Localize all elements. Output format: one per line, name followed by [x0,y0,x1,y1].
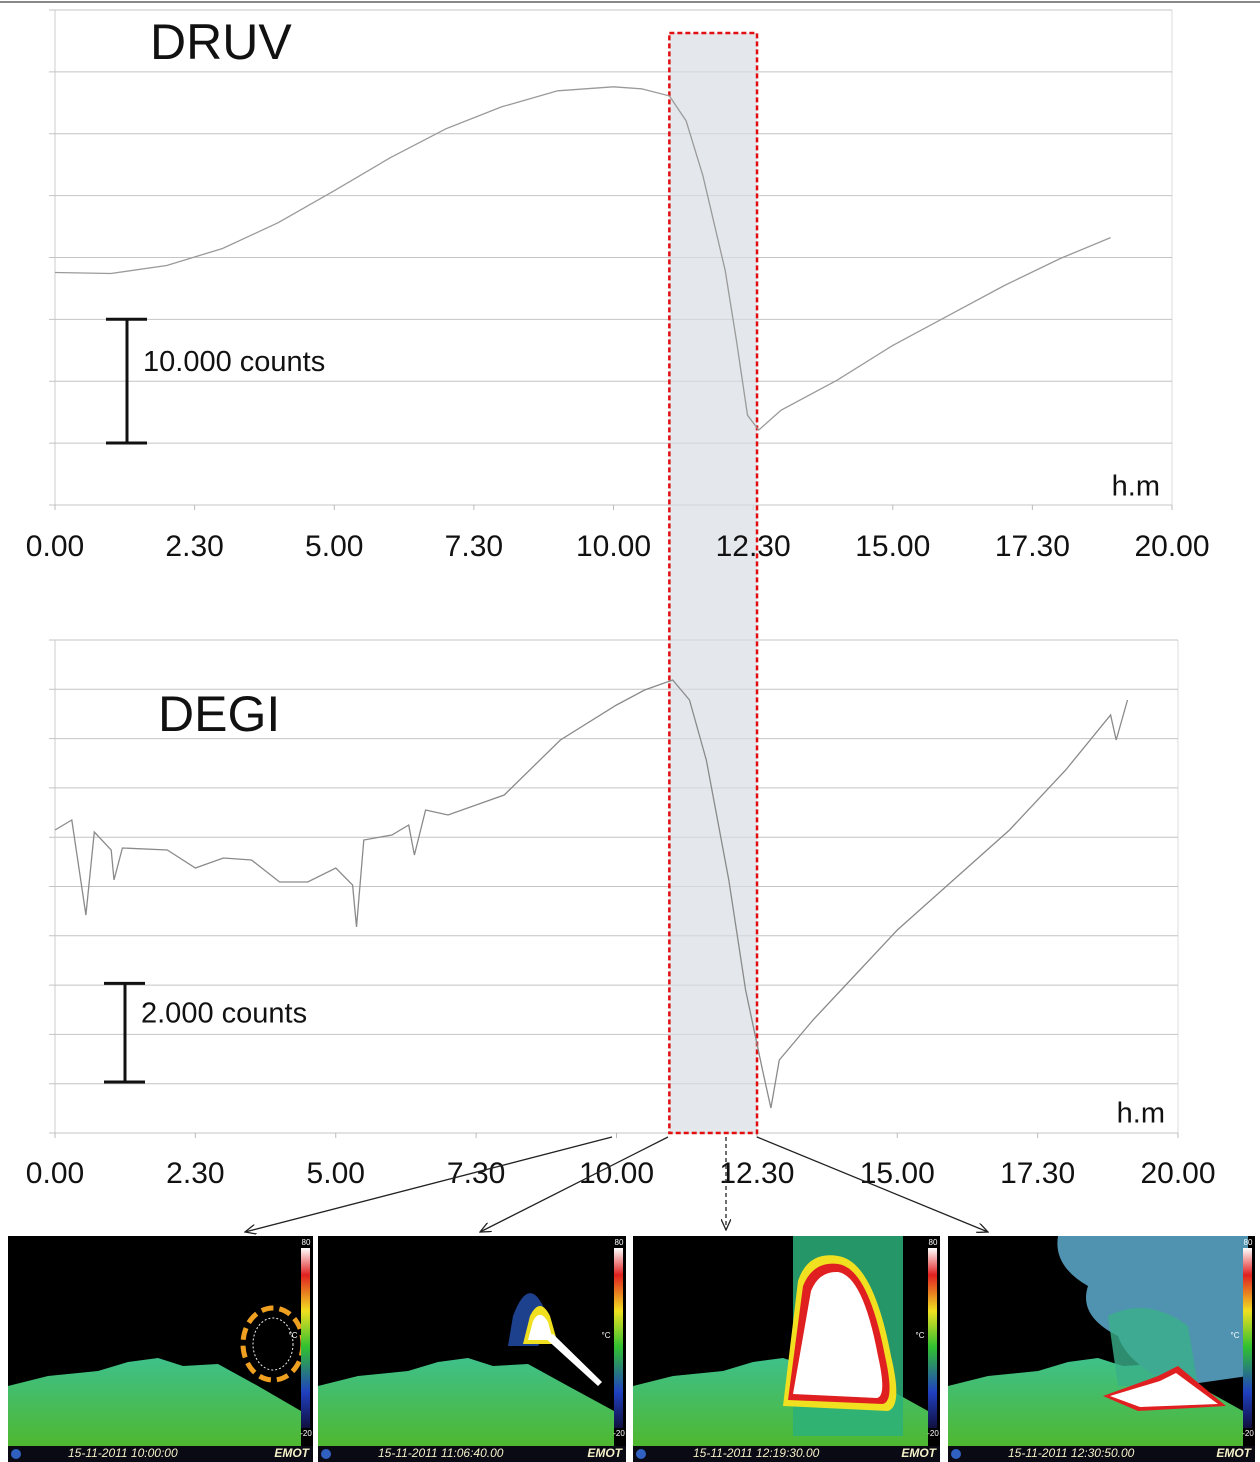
colorbar-min: -20 [300,1429,312,1438]
arrows [245,1136,988,1232]
volcano [318,1358,614,1446]
scale-bar-label: 10.000 counts [143,346,325,378]
hot-core [528,1314,553,1340]
timestamp: 15-11-2011 12:19:30.00 [693,1446,820,1460]
thermal-image: 80 °C -20 15-11-2011 12:30:50.00 EMOT [948,1236,1255,1462]
thermal-image: 80 °C -20 15-11-2011 12:19:30.00 EMOT [633,1236,940,1462]
colorbar [301,1248,310,1428]
colorbar-unit: °C [602,1331,611,1340]
arrow [245,1136,613,1232]
caption-strip [948,1446,1255,1462]
logo [321,1449,331,1459]
thermal-image: 80 °C -20 15-11-2011 11:06:40.00 EMOT [318,1236,626,1462]
colorbar-unit: °C [289,1331,298,1340]
x-tick-label: 15.00 [860,1157,935,1190]
x-tick-label: 0.00 [26,1157,84,1190]
highlight-window [668,31,759,1135]
colorbar-unit: °C [1231,1331,1240,1340]
cloud-mid [1108,1308,1198,1386]
arrow [756,1136,988,1232]
x-tick-label: 17.30 [1000,1157,1075,1190]
colorbar-min: -20 [1242,1429,1254,1438]
plume-core [793,1271,883,1398]
caption-strip [8,1446,313,1462]
thermal-image: 80 °C -20 15-11-2011 10:00:00 EMOT [8,1236,313,1462]
colorbar [928,1248,937,1428]
colorbar [614,1248,623,1428]
x-axis-label: h.m [1112,471,1160,503]
lava-flow [543,1334,602,1386]
x-tick-label: 5.00 [305,530,363,563]
caption-strip [318,1446,626,1462]
colorbar-max: 80 [302,1238,311,1247]
scale-bar-label: 2.000 counts [141,997,307,1029]
colorbar-unit: °C [916,1331,925,1340]
arrow [480,1136,669,1232]
data-line [54,86,1111,432]
chart-title: DEGI [158,686,280,742]
caption-strip [633,1446,940,1462]
x-axis-label: h.m [1117,1098,1165,1130]
x-tick-label: 7.30 [447,1157,505,1190]
chart-title: DRUV [150,14,292,70]
x-tick-label: 12.30 [719,1157,794,1190]
x-tick-label: 20.00 [1140,1157,1215,1190]
x-tick-label: 7.30 [445,530,503,563]
timestamp: 15-11-2011 10:00:00 [68,1446,178,1460]
source: EMOT [1216,1446,1252,1460]
x-tick-label: 2.30 [166,1157,224,1190]
flow-core [1110,1373,1218,1407]
colorbar [1243,1248,1252,1428]
x-tick-label: 10.00 [579,1157,654,1190]
colorbar-min: -20 [927,1429,939,1438]
x-tick-label: 17.30 [995,530,1070,563]
data-line [54,679,1129,1109]
x-tick-label: 15.00 [855,530,930,563]
x-tick-label: 10.00 [576,530,651,563]
logo [11,1449,21,1459]
x-tick-label: 12.30 [716,530,791,563]
colorbar-max: 80 [929,1238,938,1247]
x-tick-label: 20.00 [1134,530,1209,563]
x-tick-label: 2.30 [165,530,223,563]
x-tick-label: 5.00 [307,1157,365,1190]
source: EMOT [274,1446,310,1460]
source: EMOT [901,1446,937,1460]
volcano [8,1358,301,1446]
timestamp: 15-11-2011 12:30:50.00 [1008,1446,1135,1460]
colorbar-max: 80 [615,1238,624,1247]
timestamp: 15-11-2011 11:06:40.00 [378,1446,504,1460]
source: EMOT [587,1446,623,1460]
x-tick-label: 0.00 [26,530,84,563]
vent-circle [252,1317,294,1371]
logo [951,1449,961,1459]
colorbar-min: -20 [613,1429,625,1438]
logo [636,1449,646,1459]
colorbar-max: 80 [1244,1238,1253,1247]
